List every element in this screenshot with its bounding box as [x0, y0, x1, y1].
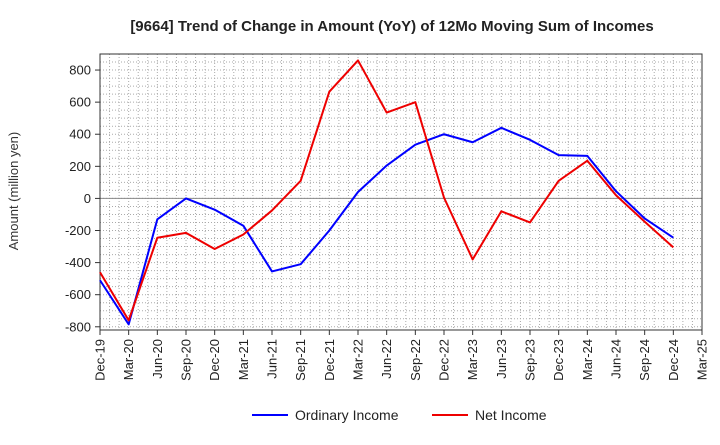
- x-tick-label: Sep-23: [523, 339, 538, 381]
- y-tick-label: -600: [65, 287, 91, 302]
- x-tick-label: Mar-21: [236, 339, 251, 380]
- x-tick-label: Mar-23: [465, 339, 480, 380]
- plot-frame: [99, 53, 703, 331]
- x-tick-label: Sep-22: [408, 339, 423, 381]
- grid-lines: [100, 53, 702, 330]
- series-line-ordinary-income: [99, 126, 674, 326]
- axes: -800 -600 -400 -200 0 200 400 600 800 Dec-19 Mar-2…: [65, 53, 710, 381]
- x-tick-label: Jun-20: [150, 339, 165, 379]
- x-tick-label: Jun-23: [494, 339, 509, 379]
- x-tick-label: Jun-24: [609, 339, 624, 379]
- y-tick-label: 600: [69, 95, 91, 110]
- x-tick-label: Dec-22: [437, 339, 452, 381]
- x-tick-label: Mar-20: [121, 339, 136, 380]
- y-tick-label: 800: [69, 63, 91, 78]
- x-tick-label: Dec-21: [322, 339, 337, 381]
- legend-label: Net Income: [475, 407, 547, 423]
- chart-title: [9664] Trend of Change in Amount (YoY) o…: [130, 18, 653, 35]
- y-tick-label: 200: [69, 159, 91, 174]
- x-tick-label: Dec-20: [207, 339, 222, 381]
- legend-label: Ordinary Income: [295, 407, 399, 423]
- x-tick-label: Jun-21: [265, 339, 280, 379]
- x-tick-label: Dec-19: [93, 339, 108, 381]
- series-line-net-income: [99, 59, 674, 322]
- x-tick-label: Jun-22: [379, 339, 394, 379]
- x-tick-label: Dec-24: [666, 339, 681, 381]
- x-tick-label: Sep-21: [293, 339, 308, 381]
- x-tick-label: Mar-22: [351, 339, 366, 380]
- y-tick-label: 400: [69, 127, 91, 142]
- legend: Ordinary Income Net Income: [252, 407, 547, 423]
- x-tick-label: Dec-23: [551, 339, 566, 381]
- x-tick-label: Mar-25: [695, 339, 710, 380]
- series-lines: [99, 59, 674, 326]
- x-tick-label: Sep-20: [179, 339, 194, 381]
- y-tick-label: -800: [65, 319, 91, 334]
- x-tick-label: Sep-24: [637, 339, 652, 381]
- y-tick-label: 0: [84, 191, 91, 206]
- y-tick-label: -200: [65, 223, 91, 238]
- x-tick-label: Mar-24: [580, 339, 595, 380]
- y-tick-label: -400: [65, 255, 91, 270]
- y-axis-label: Amount (million yen): [6, 132, 21, 251]
